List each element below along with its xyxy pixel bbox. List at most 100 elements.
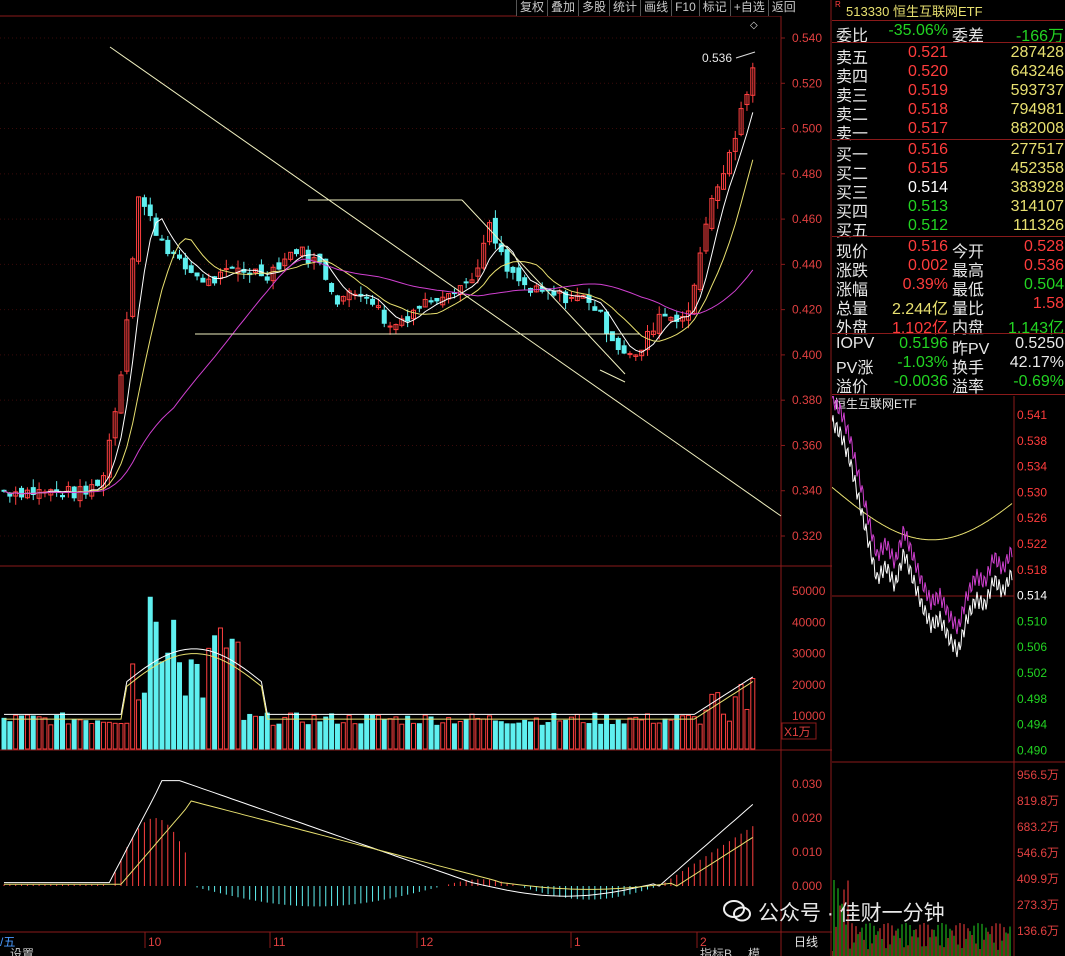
intra-price-tick: 0.494 xyxy=(1017,718,1047,732)
sell-price: 0.517 xyxy=(907,120,948,137)
volume-bar xyxy=(516,722,522,750)
buy-vol: 383928 xyxy=(1010,179,1064,196)
toolbar-btn-5[interactable]: F10 xyxy=(671,0,699,16)
volume-bar xyxy=(358,723,364,750)
volume-bar xyxy=(674,714,680,750)
price-tick-label: 0.340 xyxy=(792,484,822,498)
volume-bar xyxy=(95,720,101,750)
candle-body xyxy=(235,267,241,274)
candle-body xyxy=(633,354,639,357)
volume-bar xyxy=(136,699,142,750)
volume-bar xyxy=(703,709,709,750)
volume-bar xyxy=(288,712,294,750)
candle-body xyxy=(639,349,645,357)
candle-body xyxy=(200,277,206,283)
volume-bar xyxy=(475,717,481,750)
stat-row-2: 涨幅 0.39% 最低 0.504 xyxy=(832,276,1065,299)
toolbar-btn-8[interactable]: 返回 xyxy=(767,0,799,16)
candle-body xyxy=(598,309,604,312)
sell-vol: 794981 xyxy=(1010,101,1064,118)
kline-chart[interactable]: 0.540 0.520 0.500 0.480 0.460 0.440 0.420 0.400… xyxy=(0,0,832,956)
volume-bar xyxy=(177,662,182,750)
candle-body xyxy=(551,290,557,296)
candle-body xyxy=(691,284,697,314)
toolbar-btn-4[interactable]: 画线 xyxy=(640,0,672,16)
candle-body xyxy=(264,276,270,281)
volume-bar xyxy=(311,715,317,750)
vol-ma-line xyxy=(4,653,754,720)
candle-body xyxy=(188,265,194,273)
candle-body xyxy=(282,258,288,267)
sell-row-0: 卖五 0.521 287428 xyxy=(832,44,1065,67)
volume-bar xyxy=(451,723,457,750)
volume-bar xyxy=(223,647,229,750)
sell-price: 0.520 xyxy=(907,63,948,80)
intra-price-tick: 0.502 xyxy=(1017,666,1047,680)
toolbar-btn-0[interactable]: 复权 xyxy=(516,0,548,16)
candle-body xyxy=(411,309,416,320)
wb-value: -35.06% xyxy=(888,22,948,39)
volume-bar xyxy=(247,713,253,750)
intra-price-tick: 0.514 xyxy=(1017,589,1047,603)
candle-body xyxy=(668,316,674,321)
buy-vol: 111326 xyxy=(1012,217,1064,234)
intraday-chart[interactable]: 恒生互联网ETF 0.541 0.538 0.534 0.530 0.526 0.522 0.… xyxy=(832,396,1065,956)
toolbar-btn-2[interactable]: 多股 xyxy=(578,0,610,16)
toolbar-btn-1[interactable]: 叠加 xyxy=(547,0,579,16)
volume-bar xyxy=(492,720,498,750)
bottom-tab[interactable]: 指标B xyxy=(700,946,732,956)
candle-body xyxy=(738,108,744,135)
candle-body xyxy=(95,479,101,486)
volume-bar xyxy=(54,715,60,750)
candle-body xyxy=(294,249,299,255)
stat-label: 涨跌 xyxy=(836,263,869,280)
candle-body xyxy=(340,295,346,302)
volume-bar xyxy=(165,652,171,750)
toolbar-btn-7[interactable]: +自选 xyxy=(729,0,768,16)
candle-body xyxy=(118,374,124,414)
volume-bar xyxy=(726,720,732,750)
iopv-label: 溢价 xyxy=(836,379,869,396)
volume-bar xyxy=(153,621,159,750)
volume-bar xyxy=(1,717,7,750)
month-label: 2 xyxy=(700,935,707,949)
volume-bar xyxy=(416,723,422,750)
intraday-title: 恒生互联网ETF xyxy=(834,397,917,411)
intra-price-tick: 0.534 xyxy=(1017,460,1047,474)
volume-bar xyxy=(586,723,592,750)
volume-bar xyxy=(258,716,264,750)
volume-tick-label: 40000 xyxy=(792,615,826,629)
stat-label2: 最高 xyxy=(952,263,985,280)
volume-bar xyxy=(422,714,428,750)
intra-price-tick: 0.510 xyxy=(1017,614,1047,628)
stat-row-3: 总量 2.244亿 量比 1.58 xyxy=(832,295,1065,318)
volume-bar xyxy=(270,724,276,750)
volume-bar xyxy=(457,720,463,750)
diamond-icon: ◇ xyxy=(750,20,758,31)
bottom-tab[interactable]: 模 xyxy=(748,947,760,956)
candle-body xyxy=(750,67,756,96)
volume-bar xyxy=(750,678,756,750)
intra-price-tick: 0.522 xyxy=(1017,537,1047,551)
weibi-row: 委比 -35.06% 委差 -166万 xyxy=(832,22,1065,45)
volume-tick-label: 20000 xyxy=(792,678,826,692)
volume-bar xyxy=(598,723,604,750)
iopv-row-1: PV涨 -1.03% 换手 42.17% xyxy=(832,354,1065,377)
sell-row-4: 卖一 0.517 882008 xyxy=(832,120,1065,143)
toolbar-btn-6[interactable]: 标记 xyxy=(698,0,730,16)
period-label: 日线 xyxy=(794,935,818,949)
divider xyxy=(832,20,1065,21)
bottom-tab[interactable]: 设置 xyxy=(10,947,34,956)
volume-bar xyxy=(633,716,639,750)
volume-bar xyxy=(147,596,153,750)
candles xyxy=(1,62,756,508)
volume-bar xyxy=(106,721,112,750)
volume-tick-label: 10000 xyxy=(792,709,826,723)
volume-bar xyxy=(510,723,516,750)
toolbar-btn-3[interactable]: 统计 xyxy=(609,0,641,16)
intra-price-tick: 0.518 xyxy=(1017,563,1047,577)
volume-bar xyxy=(563,719,569,750)
month-label: 11 xyxy=(273,935,286,949)
iopv-row-2: 溢价 -0.0036 溢率 -0.69% xyxy=(832,373,1065,396)
macd-line xyxy=(4,780,754,897)
